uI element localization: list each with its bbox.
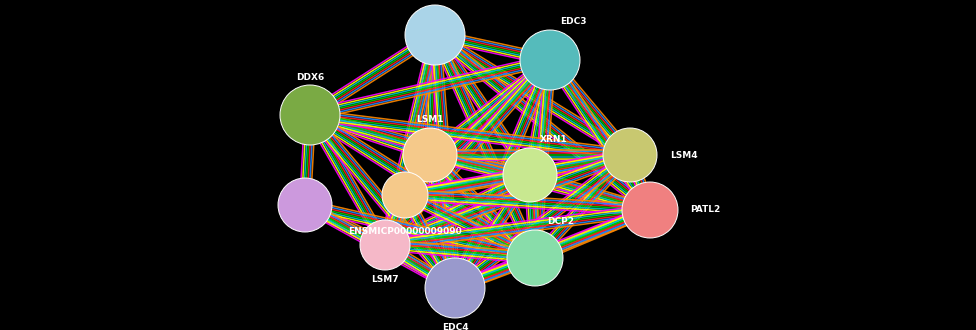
Text: XRN1: XRN1: [540, 135, 568, 144]
Circle shape: [280, 85, 340, 145]
Text: LSM7: LSM7: [371, 276, 399, 284]
Text: PATL2: PATL2: [690, 206, 720, 214]
Text: ENSMICP00000009090: ENSMICP00000009090: [348, 226, 462, 236]
Circle shape: [403, 128, 457, 182]
Circle shape: [405, 5, 465, 65]
Circle shape: [507, 230, 563, 286]
Text: DDX6: DDX6: [296, 73, 324, 82]
Text: LSM4: LSM4: [670, 150, 698, 159]
Circle shape: [503, 148, 557, 202]
Circle shape: [360, 220, 410, 270]
Circle shape: [425, 258, 485, 318]
Circle shape: [520, 30, 580, 90]
Text: EDC4: EDC4: [442, 323, 468, 330]
Circle shape: [382, 172, 428, 218]
Circle shape: [622, 182, 678, 238]
Text: DCP2: DCP2: [547, 216, 574, 225]
Text: EDC3: EDC3: [560, 17, 587, 26]
Circle shape: [278, 178, 332, 232]
Circle shape: [603, 128, 657, 182]
Text: LSM1: LSM1: [416, 115, 444, 123]
